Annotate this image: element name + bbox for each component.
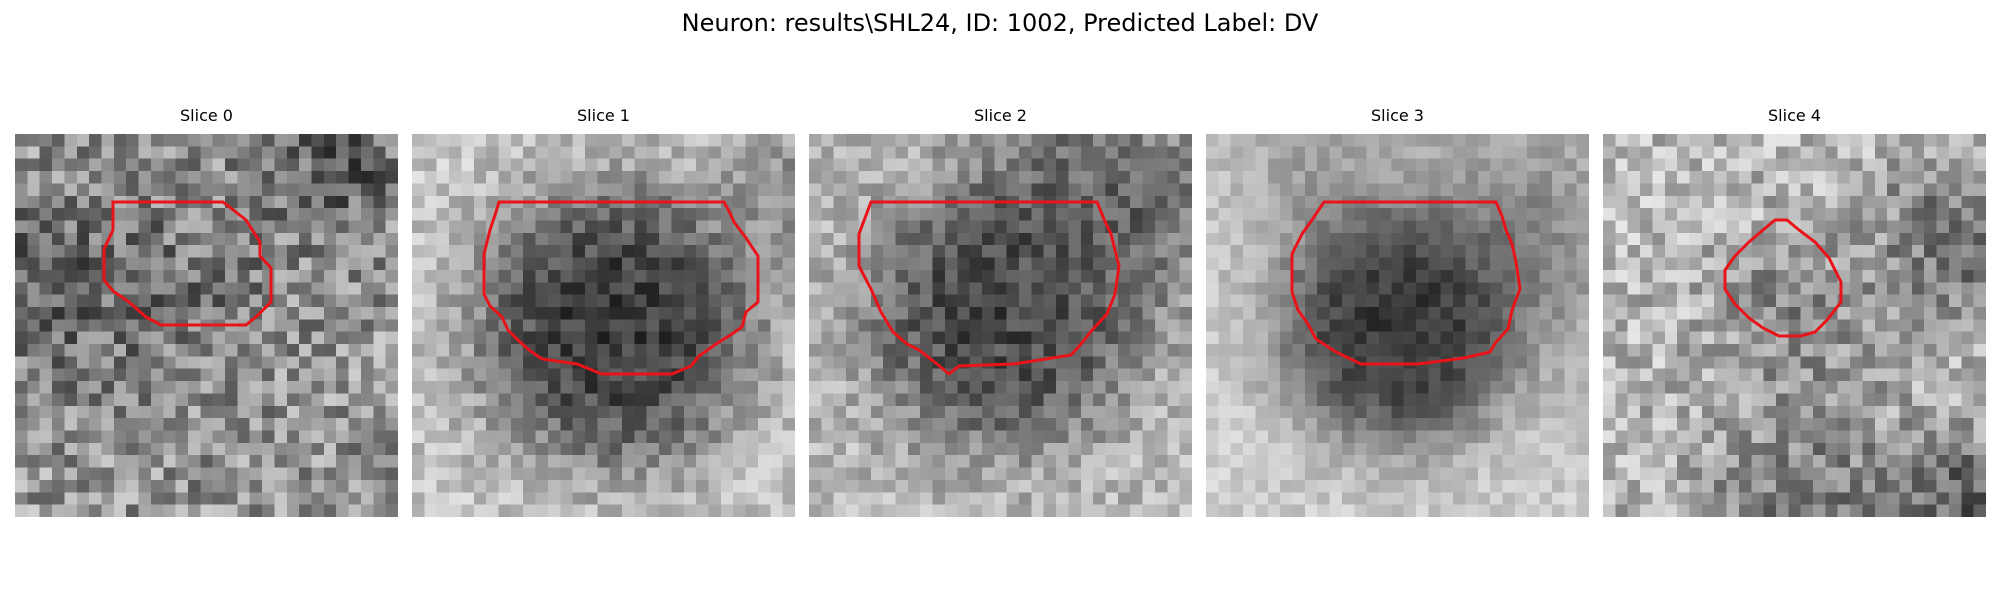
slice-image — [1603, 134, 1986, 517]
slice-panel-3: Slice 3 — [1206, 106, 1589, 518]
segmentation-contour — [1290, 200, 1522, 366]
slice-image — [809, 134, 1192, 517]
slice-panel-4: Slice 4 — [1603, 106, 1986, 518]
slice-image — [1206, 134, 1589, 517]
slice-title: Slice 0 — [180, 106, 233, 125]
slice-contour-overlay — [857, 200, 1121, 376]
slice-panel-2: Slice 2 — [809, 106, 1192, 518]
slice-panel-0: Slice 0 — [15, 106, 398, 518]
segmentation-contour — [857, 200, 1121, 376]
slice-title: Slice 3 — [1371, 106, 1424, 125]
slice-title: Slice 1 — [577, 106, 630, 125]
slice-title: Slice 4 — [1768, 106, 1821, 125]
slice-contour-overlay — [102, 200, 273, 327]
segmentation-contour — [482, 200, 760, 376]
slice-contour-overlay — [1290, 200, 1522, 366]
slice-panel-1: Slice 1 — [412, 106, 795, 518]
slice-contour-overlay — [1723, 218, 1843, 338]
segmentation-contour — [102, 200, 273, 327]
figure-title: Neuron: results\SHL24, ID: 1002, Predict… — [681, 9, 1319, 37]
segmentation-contour — [1723, 218, 1843, 338]
slice-image — [412, 134, 795, 517]
slice-title: Slice 2 — [974, 106, 1027, 125]
slice-contour-overlay — [482, 200, 760, 376]
